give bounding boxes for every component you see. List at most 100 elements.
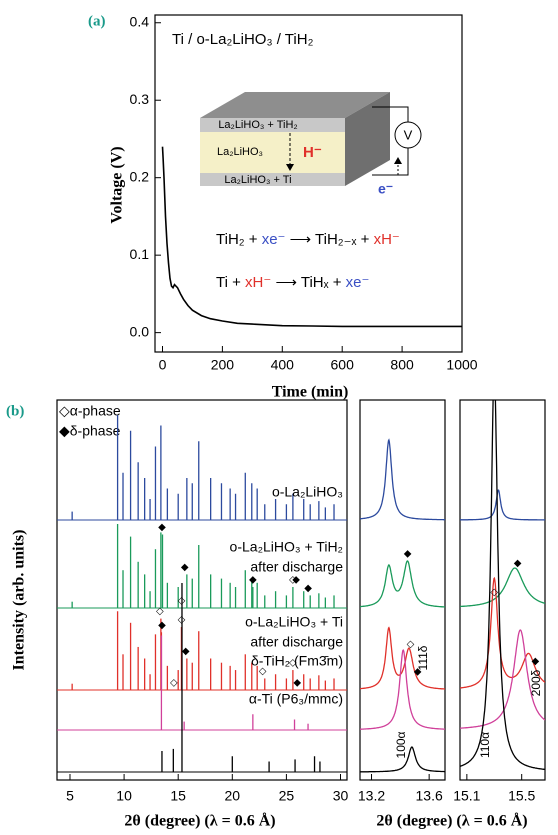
ion-label: H⁻: [303, 144, 322, 161]
x-tick-label: 13.2: [358, 788, 385, 804]
trace-label: δ-TiH₂ (Fm3̄m): [251, 653, 343, 669]
profile-line: [460, 629, 545, 729]
plot-frame: [56, 399, 348, 781]
y-tick-label: 0.0: [130, 323, 150, 339]
profile-line: [360, 438, 445, 521]
trace-label: α-Ti (P6₃/mmc): [249, 691, 343, 707]
equation: TiH₂ + xe⁻ ⟶ TiH₂₋ₓ + xH⁻: [216, 231, 400, 248]
phase-marker: ◇: [178, 615, 186, 626]
y-axis-label: Voltage (V): [109, 146, 126, 223]
trace-label: after discharge: [250, 634, 343, 650]
x-tick-label: 15.5: [508, 788, 535, 804]
equation: Ti + xH⁻ ⟶ TiHₓ + xe⁻: [216, 274, 369, 291]
traces: [360, 438, 445, 773]
slab-side: [345, 92, 390, 186]
y-tick-label: 0.2: [130, 168, 150, 184]
phase-marker: ◇: [156, 606, 164, 617]
chart-title: Ti / o-La₂LiHO₃ / TiH₂: [172, 31, 314, 48]
phase-marker: ◆: [181, 562, 189, 573]
profile-line: [360, 560, 445, 608]
plot-frame: [459, 399, 546, 781]
profile-line: [460, 567, 545, 608]
trace-label: o-La₂LiHO₃: [272, 484, 343, 500]
plot-frame: [154, 14, 463, 353]
phase-marker: ◆: [249, 575, 257, 586]
x-axis-label: 2θ (degree) (λ = 0.6 Å): [376, 812, 527, 830]
profile-line: [460, 489, 545, 521]
legend-entry: ◆δ-phase: [59, 423, 121, 439]
wire: [372, 106, 409, 122]
x-tick-label: 400: [271, 357, 295, 373]
eq-part: xH⁻: [245, 274, 271, 291]
y-tick-label: 0.3: [130, 91, 150, 107]
peak-label: 110α: [478, 732, 492, 758]
x-tick-label: 15.1: [453, 788, 480, 804]
x-tick-label: 600: [331, 357, 355, 373]
traces: [460, 400, 545, 771]
phase-marker: ◇: [407, 639, 415, 650]
arrowhead: [286, 164, 294, 171]
y-tick-label: 0.4: [130, 13, 150, 29]
wire: [372, 148, 409, 176]
phase-marker: ◆: [293, 678, 301, 689]
trace-label: after discharge: [250, 559, 343, 575]
peak-label: 100α: [394, 731, 408, 758]
eq-part: xH⁻: [374, 231, 400, 248]
x-tick-label: 20: [225, 788, 241, 804]
y-axis-label: Intensity (arb. units): [11, 530, 28, 671]
phase-marker: ◆: [532, 656, 540, 667]
profile-line: [460, 576, 545, 689]
x-tick-label: 0: [159, 357, 167, 373]
x-tick-label: 200: [211, 357, 235, 373]
eq-part: ⟶ TiHₓ +: [271, 274, 345, 291]
eq-part: Ti +: [216, 274, 245, 291]
eq-part: ⟶ TiH₂₋ₓ +: [285, 231, 373, 248]
peak-label: 200δ: [529, 669, 543, 696]
plot-frame: [359, 399, 446, 781]
peak-label: 111δ: [416, 645, 430, 670]
phase-marker: ◆: [414, 667, 422, 678]
eq-part: TiH₂ +: [216, 231, 262, 248]
x-tick-label: 1000: [446, 357, 477, 373]
inset-diagram: La₂LiHO₃ + TiH₂ La₂LiHO₃ La₂LiHO₃ + Ti H…: [200, 92, 422, 197]
phase-marker: ◇: [289, 658, 297, 669]
eq-part: xe⁻: [346, 274, 370, 291]
profile-line: [460, 400, 545, 771]
trace-label: o-La₂LiHO₃ + Ti: [245, 614, 343, 630]
voltmeter: [394, 121, 422, 149]
arrowhead: [394, 157, 402, 164]
phase-marker: ◆: [182, 646, 190, 657]
phase-marker: ◆: [304, 583, 312, 594]
profile-line: [360, 649, 445, 730]
x-tick-label: 30: [333, 788, 349, 804]
phase-marker: ◇: [259, 666, 267, 677]
voltage-line: [161, 146, 462, 328]
eq-part: xe⁻: [262, 231, 286, 248]
x-axis-label: Time (min): [272, 384, 349, 401]
layer-label: La₂LiHO₃ + TiH₂: [218, 119, 297, 131]
phase-marker: ◇: [170, 678, 178, 689]
x-tick-label: 13.6: [416, 788, 443, 804]
y-tick-label: 0.1: [130, 246, 150, 262]
x-tick-label: 5: [66, 788, 74, 804]
x-tick-label: 25: [279, 788, 295, 804]
phase-marker: ◇: [490, 587, 498, 598]
layer: [200, 132, 345, 173]
layer-label: La₂LiHO₃: [217, 146, 263, 158]
phase-marker: ◆: [404, 549, 412, 560]
panel-label: (a): [88, 13, 106, 29]
slab-top: [200, 92, 390, 118]
phase-marker: ◇: [289, 575, 297, 586]
phase-marker: ◆: [514, 558, 522, 569]
x-axis-label: 2θ (degree) (λ = 0.6 Å): [124, 812, 275, 830]
x-tick-label: 15: [170, 788, 186, 804]
phase-marker: ◆: [158, 620, 166, 631]
traces: [57, 415, 347, 773]
phase-marker: ◆: [292, 575, 300, 586]
layer: [200, 173, 345, 186]
profile-line: [360, 746, 445, 773]
panel-label: (b): [6, 403, 24, 419]
layer: [200, 118, 345, 132]
trace-label: o-La₂LiHO₃ + TiH₂: [230, 539, 343, 555]
